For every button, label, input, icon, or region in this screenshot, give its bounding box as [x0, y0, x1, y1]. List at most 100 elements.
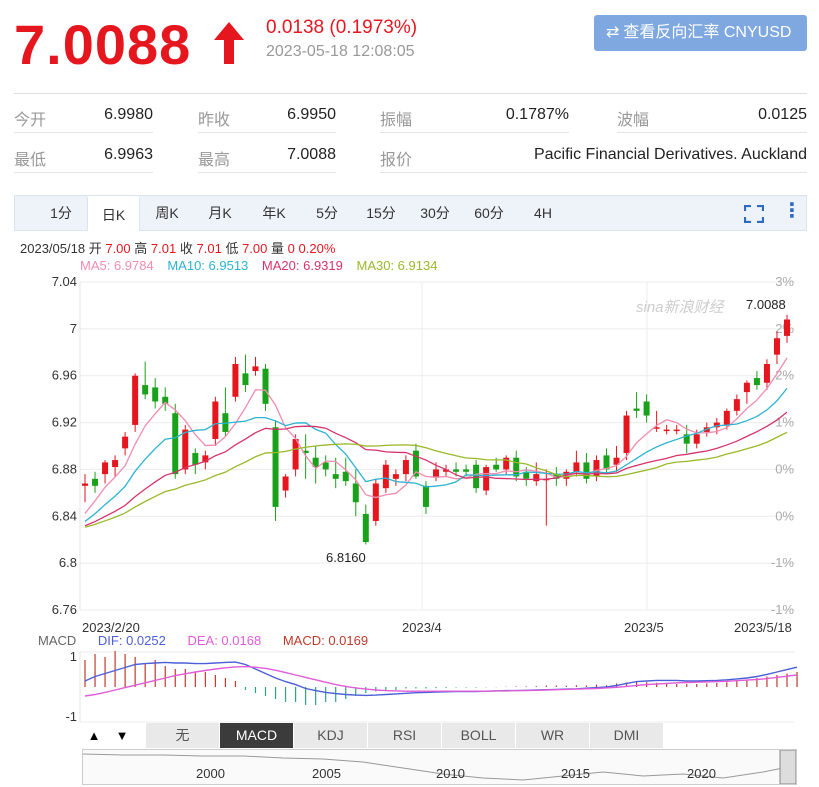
indicator-wr[interactable]: WR: [516, 723, 590, 748]
candle-body: [784, 319, 790, 336]
stat-label: 昨收: [198, 112, 231, 129]
y-tick-label: 6.96: [52, 368, 77, 383]
candle-body: [182, 429, 189, 470]
range-year-label: 2020: [687, 766, 716, 781]
ohlc-open-label: 开: [88, 241, 102, 256]
candle-body: [362, 513, 369, 543]
candle-body: [162, 396, 169, 404]
candle-body: [302, 450, 309, 454]
range-navigator[interactable]: [82, 749, 797, 785]
ma5-line: [84, 357, 788, 514]
candle-body: [773, 338, 780, 355]
candle-body: [593, 460, 600, 477]
candle-body: [402, 460, 409, 475]
stat-label: 今开: [14, 112, 47, 129]
macd-y-tick: 1: [70, 649, 77, 664]
stat-quote-source: 报价 Pacific Financial Derivatives. Aucklan…: [380, 146, 807, 170]
divider: [14, 172, 153, 173]
low-annotation: 6.8160: [326, 550, 366, 565]
tab-60min[interactable]: 60分: [474, 205, 504, 221]
candle-body: [252, 366, 259, 372]
ohlc-close: 7.01: [196, 241, 222, 256]
candle-body: [563, 471, 570, 479]
reverse-rate-button[interactable]: ⇄ 查看反向汇率 CNYUSD: [594, 15, 807, 51]
ma20-label: MA20: 6.9319: [261, 258, 343, 273]
ma20-line: [84, 411, 788, 527]
candle-body: [272, 427, 279, 507]
indicator-macd[interactable]: MACD: [220, 723, 294, 748]
x-tick-label: 2023/4: [402, 620, 442, 635]
stat-range: 波幅 0.0125: [617, 106, 807, 130]
tab-15min[interactable]: 15分: [366, 205, 396, 221]
macd-dea-line: [84, 665, 798, 697]
stat-label: 最低: [14, 152, 47, 169]
candle-body: [372, 483, 379, 521]
candle-body: [262, 368, 269, 404]
indicator-rsi[interactable]: RSI: [368, 723, 442, 748]
tab-monthly[interactable]: 月K: [208, 205, 232, 221]
timestamp: 2023-05-18 12:08:05: [266, 43, 415, 60]
indicator-kdj[interactable]: KDJ: [294, 723, 368, 748]
ma10-line: [84, 387, 788, 522]
candle-body: [112, 460, 119, 468]
macd-title: MACD: [38, 633, 77, 648]
candle-body: [122, 436, 129, 449]
tab-5min[interactable]: 5分: [316, 205, 338, 221]
indicator-boll[interactable]: BOLL: [442, 723, 516, 748]
more-icon[interactable]: ⋮: [782, 200, 802, 222]
candle-body: [453, 469, 460, 472]
ohlc-vol: 0: [287, 241, 295, 256]
macd-dea-label: DEA: 0.0168: [187, 633, 262, 648]
macd-y-tick: -1: [65, 709, 77, 724]
macd-dif-label: DIF: 0.0252: [97, 633, 166, 648]
tab-4h[interactable]: 4H: [534, 205, 552, 221]
candle-body: [743, 382, 750, 393]
candle-body: [282, 476, 289, 491]
divider: [380, 172, 807, 173]
tab-30min[interactable]: 30分: [420, 205, 450, 221]
candle-body: [483, 467, 490, 491]
candle-body: [623, 415, 630, 454]
candle-body: [473, 464, 480, 489]
tab-weekly[interactable]: 周K: [155, 205, 179, 221]
divider: [617, 132, 807, 133]
candle-body: [493, 464, 500, 470]
y-tick-label: 6.88: [52, 461, 77, 476]
divider: [198, 172, 336, 173]
ohlc-high-label: 高: [134, 241, 148, 256]
ohlc-pct: 0.20%: [298, 241, 336, 256]
scroll-up-button[interactable]: ▲: [80, 723, 108, 748]
ohlc-low: 7.00: [242, 241, 268, 256]
ma5-label: MA5: 6.9784: [80, 258, 154, 273]
ohlc-close-label: 收: [179, 241, 193, 256]
price-change: 0.0138 (0.1973%): [266, 17, 418, 38]
divider: [198, 132, 336, 133]
candle-body: [723, 410, 730, 425]
candle-body: [503, 457, 510, 470]
tab-yearly[interactable]: 年K: [262, 205, 286, 221]
tab-daily[interactable]: 日K: [87, 196, 140, 231]
y-tick-label: 6.84: [52, 508, 77, 523]
candle-body: [292, 438, 299, 470]
scroll-down-button[interactable]: ▼: [108, 723, 136, 748]
y-tick-label: 7.04: [52, 274, 77, 289]
candle-body: [392, 474, 399, 479]
indicator-none[interactable]: 无: [146, 723, 220, 748]
stat-label: 报价: [380, 152, 413, 169]
stat-value: 6.9963: [104, 146, 153, 163]
ohlc-open: 7.00: [105, 241, 131, 256]
candle-body: [152, 387, 159, 402]
candle-body: [312, 457, 319, 468]
stat-high: 最高 7.0088: [198, 146, 336, 170]
pct-tick-label: 3%: [775, 274, 794, 289]
stat-value: 7.0088: [287, 146, 336, 163]
fullscreen-icon[interactable]: [744, 205, 764, 223]
stat-prev-close: 昨收 6.9950: [198, 106, 336, 130]
tab-1min[interactable]: 1分: [50, 205, 72, 221]
range-year-label: 2015: [561, 766, 590, 781]
stat-label: 波幅: [617, 112, 650, 129]
current-price: 7.0088: [14, 13, 192, 76]
macd-value-label: MACD: 0.0169: [282, 633, 369, 648]
indicator-dmi[interactable]: DMI: [590, 723, 664, 748]
